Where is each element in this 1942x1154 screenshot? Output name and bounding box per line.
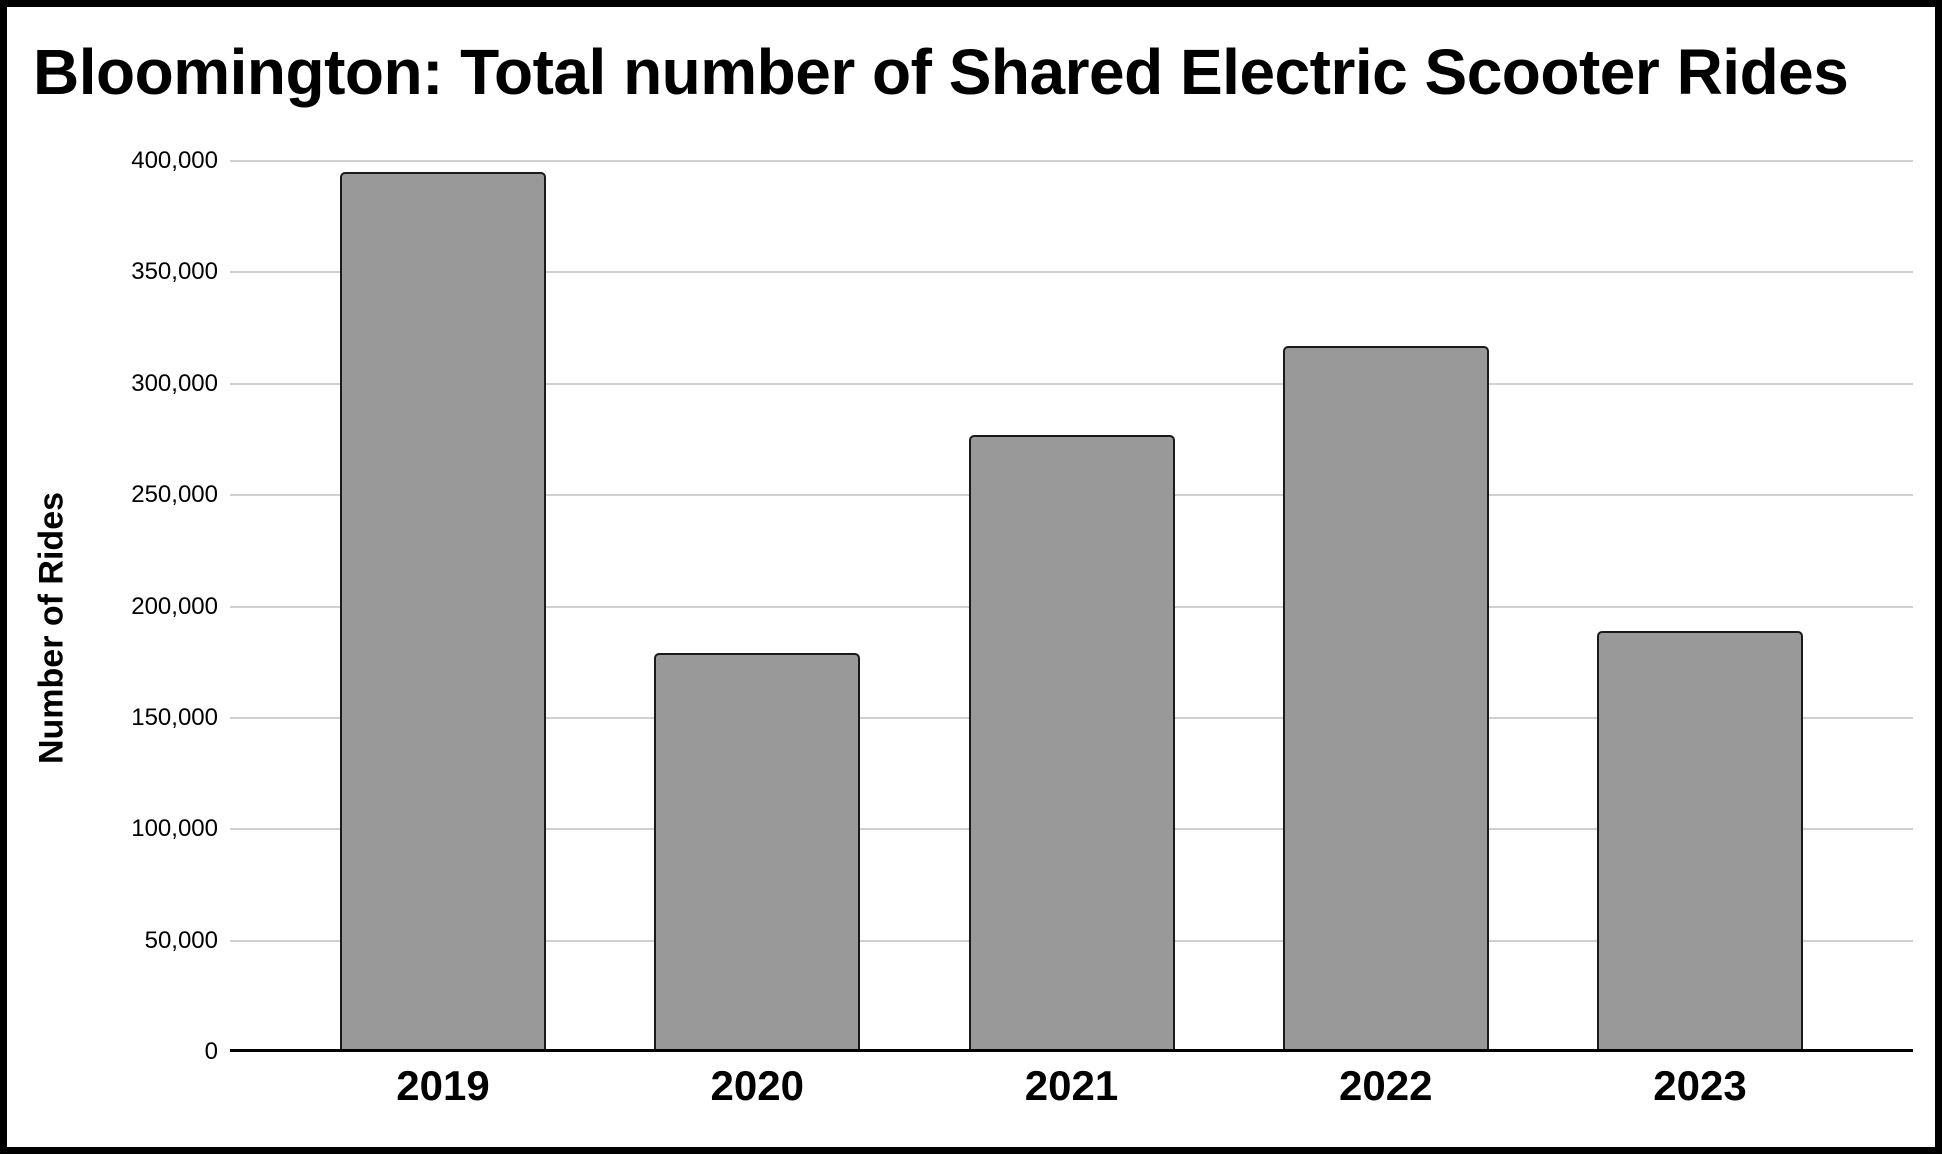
y-tick-label-100000: 100,000 — [131, 815, 218, 843]
bar-2021 — [968, 434, 1175, 1052]
y-tick-label-400000: 400,000 — [131, 147, 218, 174]
y-tick-label-0: 0 — [204, 1038, 218, 1065]
x-axis-label-2019: 2019 — [396, 1062, 490, 1109]
y-tick-label-150000: 150,000 — [131, 703, 218, 731]
bar-2020 — [654, 653, 861, 1052]
x-axis-baseline — [230, 1049, 1913, 1052]
y-tick-label-300000: 300,000 — [131, 369, 218, 397]
bar-2023 — [1597, 631, 1803, 1052]
gridline-400000 — [230, 160, 1913, 162]
bar-2019 — [340, 172, 546, 1052]
y-tick-label-200000: 200,000 — [131, 592, 218, 620]
x-axis-label-2023: 2023 — [1653, 1062, 1747, 1109]
y-tick-label-50000: 50,000 — [144, 926, 218, 954]
chart-title: Bloomington: Total number of Shared Elec… — [33, 36, 1849, 108]
gridline-350000 — [230, 271, 1913, 274]
bar-2022 — [1282, 345, 1489, 1052]
y-tick-label-350000: 350,000 — [131, 258, 218, 286]
x-axis-label-2020: 2020 — [710, 1062, 804, 1109]
plot-area — [230, 160, 1913, 1052]
y-tick-label-250000: 250,000 — [131, 481, 218, 509]
x-axis-label-2021: 2021 — [1024, 1062, 1119, 1109]
gridline-300000 — [230, 382, 1913, 385]
x-axis-label-2022: 2022 — [1339, 1062, 1433, 1109]
y-axis-title: Number of Rides — [32, 491, 71, 765]
